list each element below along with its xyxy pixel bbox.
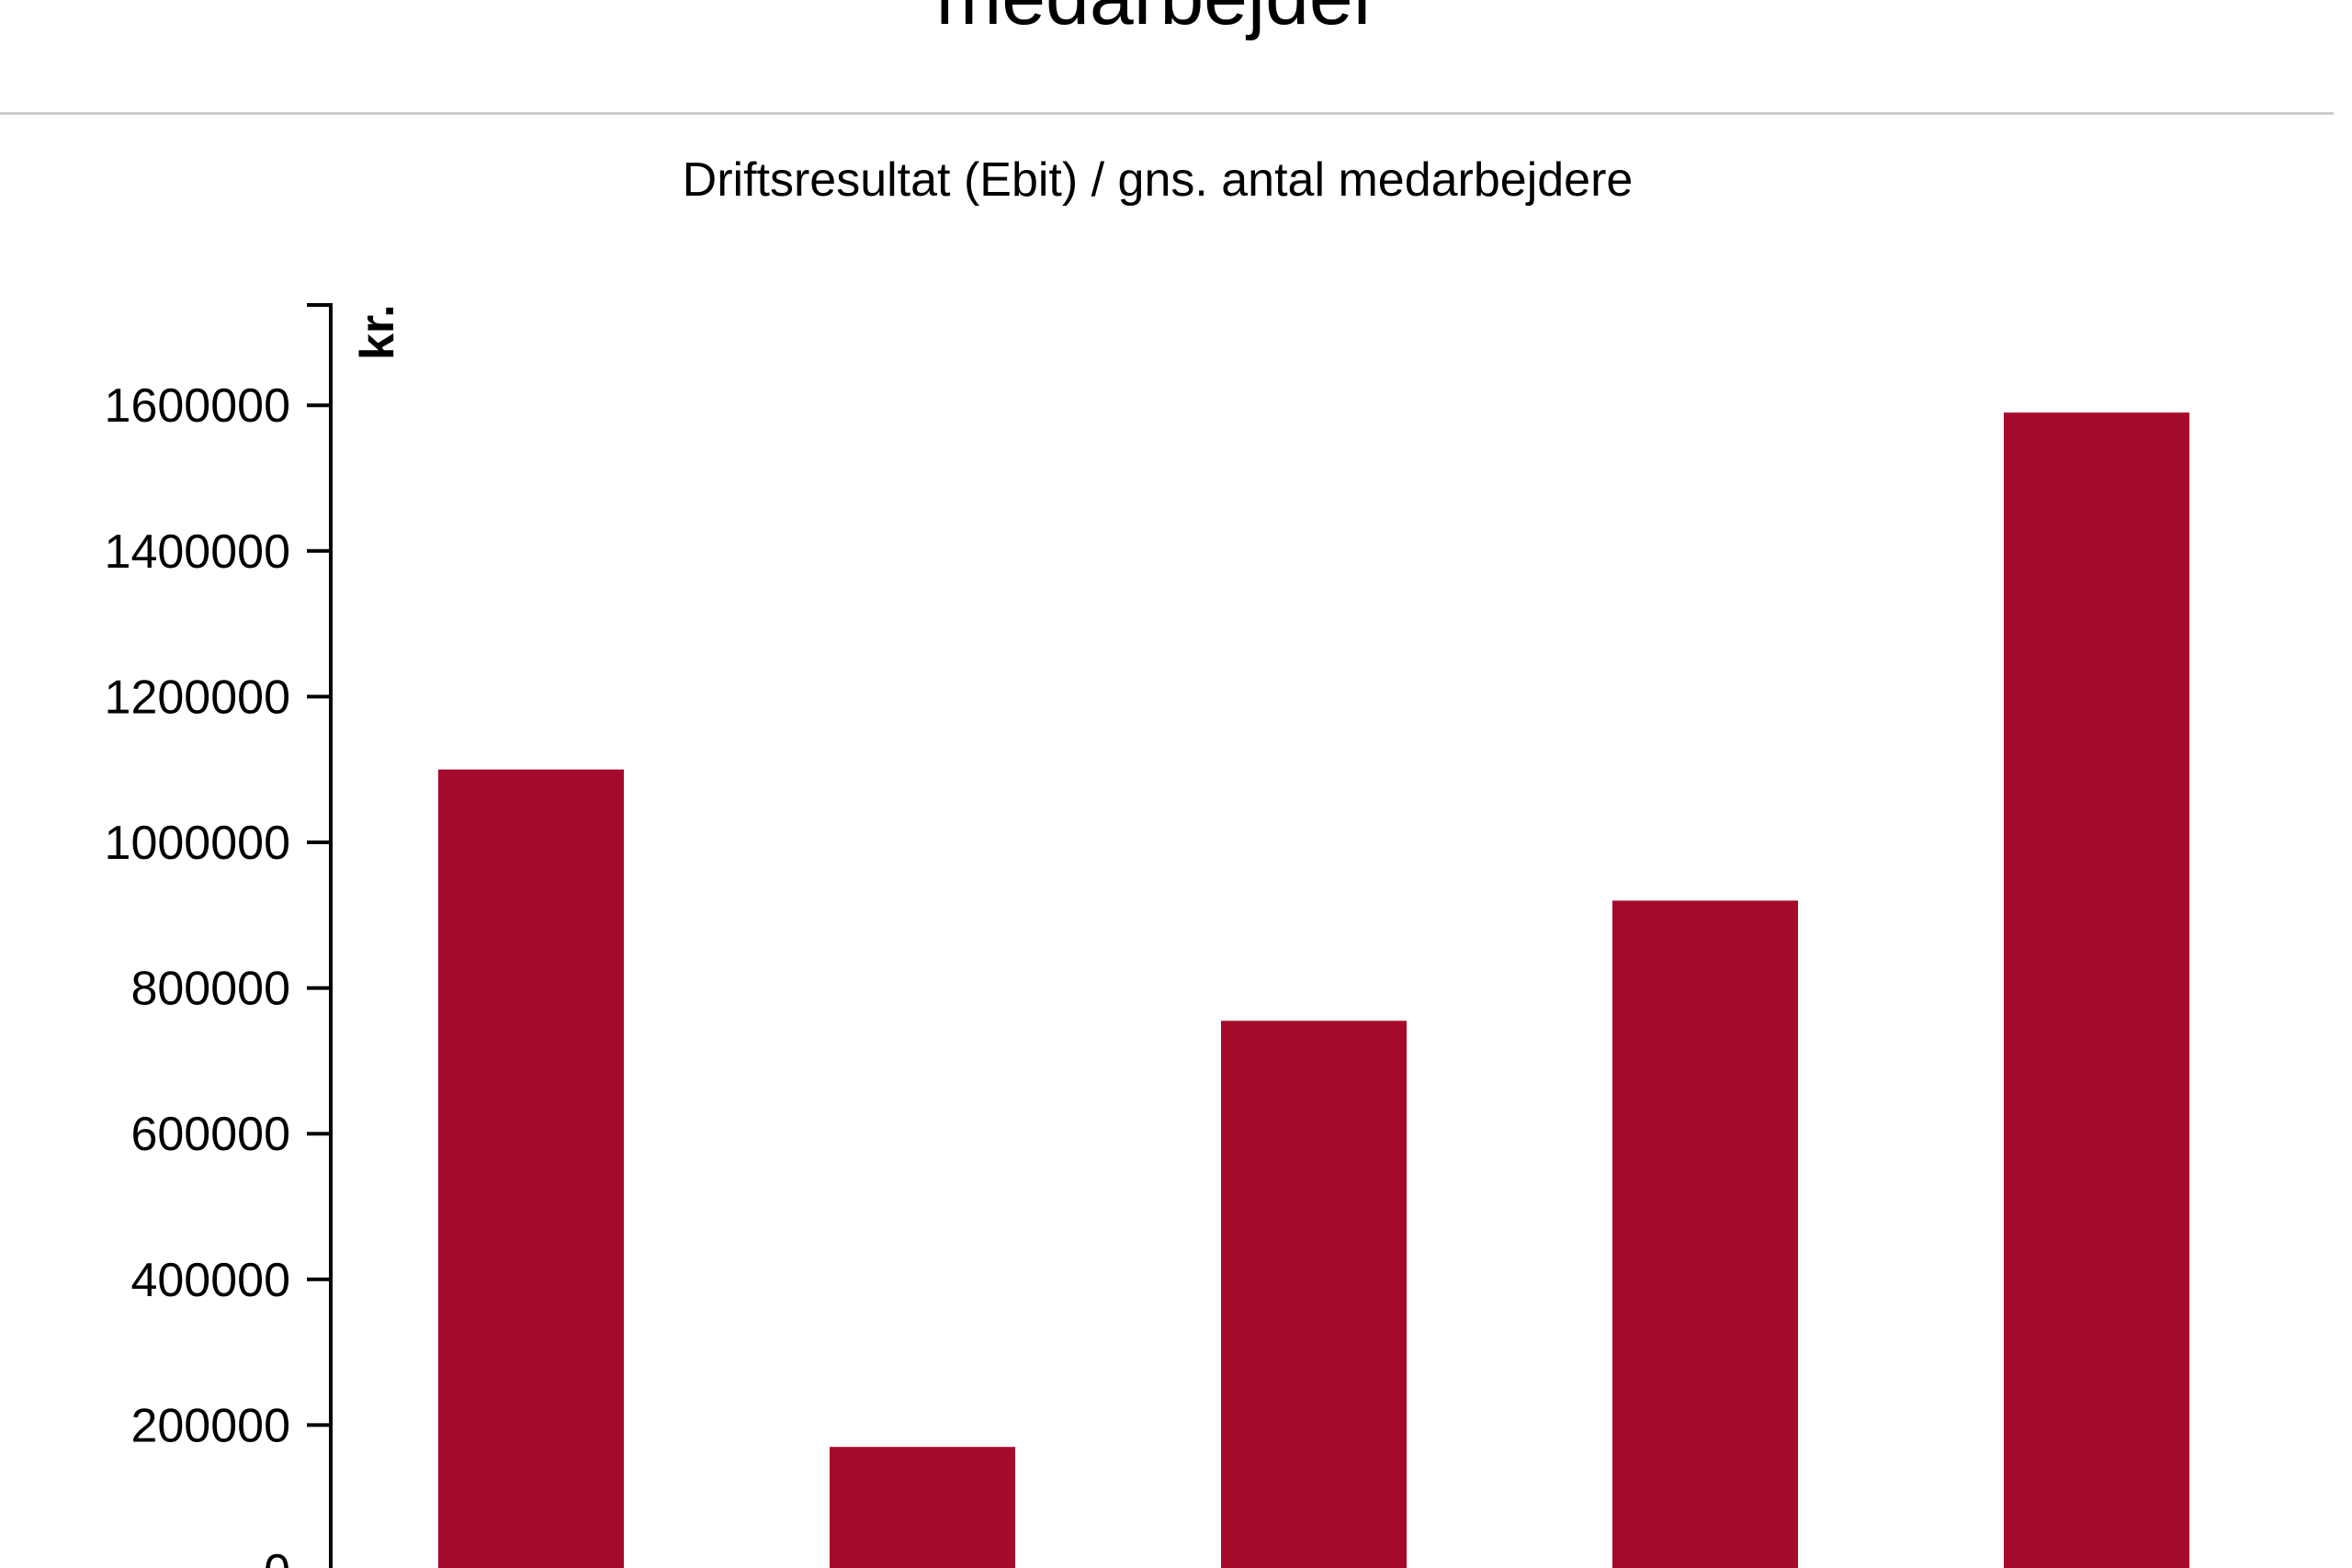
bars-group [438, 412, 2189, 1568]
bar-1 [438, 769, 624, 1568]
chart-subtitle: Driftsresultat (Ebit) / gns. antal medar… [683, 153, 1634, 207]
y-tick-label: 1200000 [105, 671, 290, 724]
bar-5 [2004, 412, 2189, 1568]
y-tick-label: 1400000 [105, 525, 290, 579]
bar-3 [1221, 1021, 1407, 1568]
page-title: medarbejder [0, 0, 2315, 48]
y-tick-label: 1600000 [105, 379, 290, 433]
y-tick-label: 600000 [130, 1108, 290, 1161]
y-axis-ticks: 0 200000 400000 600000 800000 1000000 1200000 1… [105, 379, 331, 1568]
y-tick-label: 200000 [130, 1399, 290, 1452]
y-tick-label: 800000 [130, 963, 290, 1016]
y-tick-label: 0 [264, 1545, 290, 1568]
y-tick-label: 400000 [130, 1254, 290, 1307]
y-axis-unit-label: kr. [351, 304, 404, 360]
bar-2 [830, 1447, 1015, 1568]
bar-4 [1612, 900, 1798, 1568]
y-tick-label: 1000000 [105, 817, 290, 870]
title-divider [0, 112, 2334, 115]
